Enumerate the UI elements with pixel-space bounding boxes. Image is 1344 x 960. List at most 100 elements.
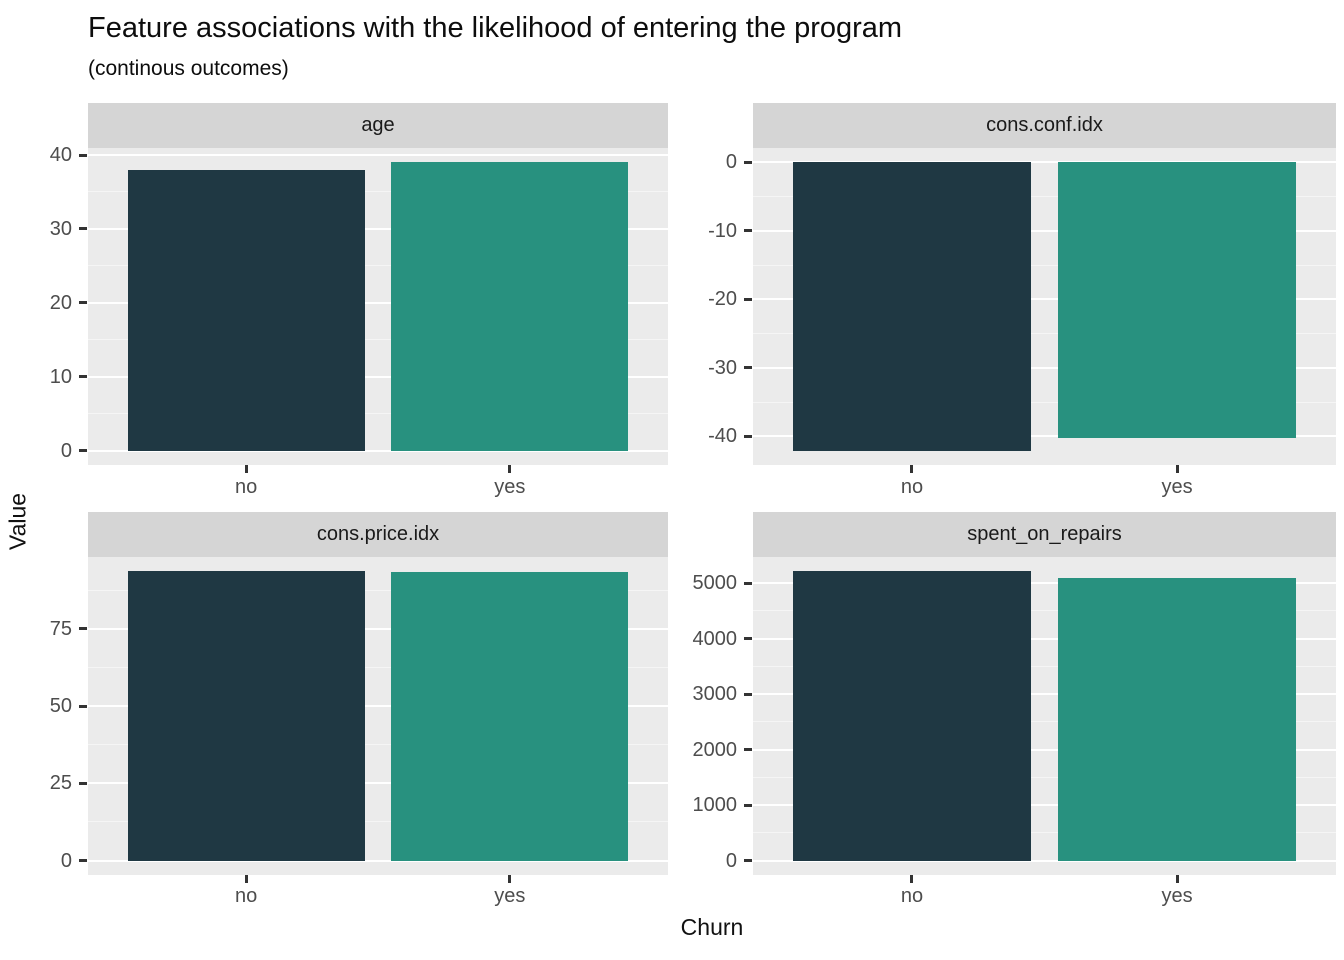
y-axis-tick (744, 160, 752, 164)
gridline-major (88, 227, 668, 230)
y-axis-tick (744, 581, 752, 585)
gridline-major (88, 301, 668, 304)
y-tick-label: 0 (725, 151, 737, 174)
gridline-major (753, 229, 1336, 232)
gridline-minor (88, 744, 668, 746)
x-tick-label: yes (1161, 476, 1193, 498)
gridline-minor (753, 264, 1336, 266)
x-axis-tick (244, 875, 248, 883)
facet-title: spent_on_repairs (967, 523, 1122, 545)
y-tick-label: 5000 (692, 572, 738, 595)
gridline-major (753, 693, 1336, 696)
y-tick-label: 10 (49, 365, 72, 388)
gridline-major (753, 804, 1336, 807)
gridline-major (753, 435, 1336, 438)
facet-title: cons.price.idx (316, 523, 440, 545)
x-axis-tick (910, 875, 914, 883)
y-axis-tick (79, 301, 87, 305)
gridline-major (88, 449, 668, 452)
bar-no (792, 162, 1032, 451)
gridline-minor (88, 413, 668, 415)
x-axis-tick (1175, 875, 1179, 883)
bar-yes (391, 162, 629, 451)
y-axis-tick (79, 627, 87, 631)
y-axis-tick (744, 692, 752, 696)
y-tick-label: 4000 (692, 627, 738, 650)
y-axis-tick (744, 748, 752, 752)
chart-panel (88, 557, 668, 875)
x-axis-tick (910, 465, 914, 473)
gridline-minor (753, 776, 1336, 778)
gridline-minor (88, 589, 668, 591)
facet-title: age (361, 114, 395, 136)
chart-panel (753, 148, 1336, 465)
y-axis-tick (744, 859, 752, 863)
y-axis-tick (79, 859, 87, 863)
y-tick-label: -10 (708, 219, 737, 242)
y-tick-label: -30 (708, 356, 737, 379)
y-tick-label: 0 (60, 849, 72, 872)
y-axis-tick (79, 449, 87, 453)
gridline-major (753, 298, 1336, 301)
y-axis-tick (744, 434, 752, 438)
x-axis-tick (244, 465, 248, 473)
y-tick-label: -40 (708, 425, 737, 448)
y-axis-tick (79, 781, 87, 785)
gridline-major (88, 154, 668, 157)
y-axis-tick (744, 229, 752, 233)
gridline-major (88, 782, 668, 785)
chart-subtitle: (continous outcomes) (88, 57, 289, 80)
x-tick-label: yes (494, 476, 526, 498)
facet-strip: spent_on_repairs (753, 512, 1336, 557)
gridline-minor (88, 339, 668, 341)
y-axis-title: Value (4, 492, 31, 551)
gridline-minor (753, 665, 1336, 667)
x-axis-tick (508, 465, 512, 473)
y-tick-label: 40 (49, 144, 72, 167)
x-axis-tick (508, 875, 512, 883)
gridline-minor (753, 333, 1336, 335)
gridline-minor (753, 401, 1336, 403)
gridline-major (753, 366, 1336, 369)
gridline-minor (753, 610, 1336, 612)
y-tick-label: 75 (49, 617, 72, 640)
facet-strip: cons.price.idx (88, 512, 668, 557)
y-tick-label: 50 (49, 695, 72, 718)
y-tick-label: 30 (49, 217, 72, 240)
x-tick-label: yes (494, 885, 526, 907)
gridline-minor (88, 191, 668, 193)
y-axis-tick (744, 637, 752, 641)
gridline-minor (88, 667, 668, 668)
facet-strip: cons.conf.idx (753, 103, 1336, 148)
chart-title: Feature associations with the likelihood… (88, 12, 903, 44)
gridline-major (88, 627, 668, 630)
gridline-major (753, 637, 1336, 640)
y-tick-label: 25 (49, 772, 72, 795)
y-tick-label: 3000 (692, 683, 738, 706)
y-tick-label: 1000 (692, 794, 738, 817)
gridline-minor (753, 832, 1336, 834)
bar-yes (391, 572, 629, 861)
chart-panel (88, 148, 668, 465)
y-tick-label: 0 (60, 439, 72, 462)
y-axis-tick (744, 803, 752, 807)
bar-no (127, 571, 365, 861)
gridline-major (753, 748, 1336, 751)
y-axis-tick (79, 704, 87, 708)
y-axis-tick (744, 297, 752, 301)
y-axis-tick (744, 366, 752, 370)
x-tick-label: yes (1161, 885, 1193, 907)
facet-strip: age (88, 103, 668, 148)
chart-panel (753, 557, 1336, 875)
gridline-minor (88, 265, 668, 267)
x-axis-title: Churn (680, 914, 744, 940)
bar-yes (1057, 577, 1297, 861)
gridline-major (88, 705, 668, 708)
x-tick-label: no (900, 885, 924, 907)
x-tick-label: no (235, 885, 258, 907)
x-tick-label: no (235, 476, 258, 498)
y-tick-label: 20 (49, 291, 72, 314)
y-tick-label: -20 (708, 288, 737, 311)
y-axis-tick (79, 227, 87, 231)
